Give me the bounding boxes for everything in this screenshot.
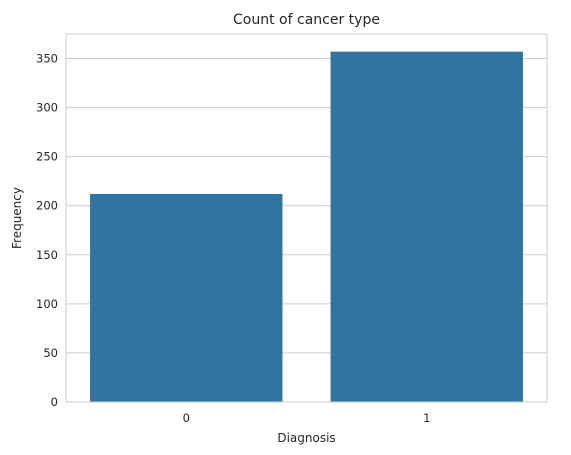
bar-1	[330, 51, 523, 402]
y-tick-label: 350	[36, 52, 58, 66]
x-tick-label: 1	[423, 411, 430, 425]
chart-title: Count of cancer type	[233, 12, 380, 28]
y-tick-label: 200	[36, 199, 58, 213]
y-axis-label: Frequency	[10, 187, 24, 249]
plot-frame	[65, 33, 548, 403]
bars	[90, 51, 523, 402]
y-tick-label: 0	[51, 395, 58, 409]
x-axis-label: Diagnosis	[277, 431, 335, 445]
bar-0	[90, 193, 283, 402]
y-tick-label: 300	[36, 101, 58, 115]
y-tick-label: 150	[36, 248, 58, 262]
x-tick-label: 0	[183, 411, 190, 425]
y-tick-label: 250	[36, 150, 58, 164]
y-tick-label: 100	[36, 297, 58, 311]
y-tick-labels: 0 50 100 150 200 250 300 350	[36, 52, 58, 409]
y-tick-label: 50	[43, 346, 58, 360]
